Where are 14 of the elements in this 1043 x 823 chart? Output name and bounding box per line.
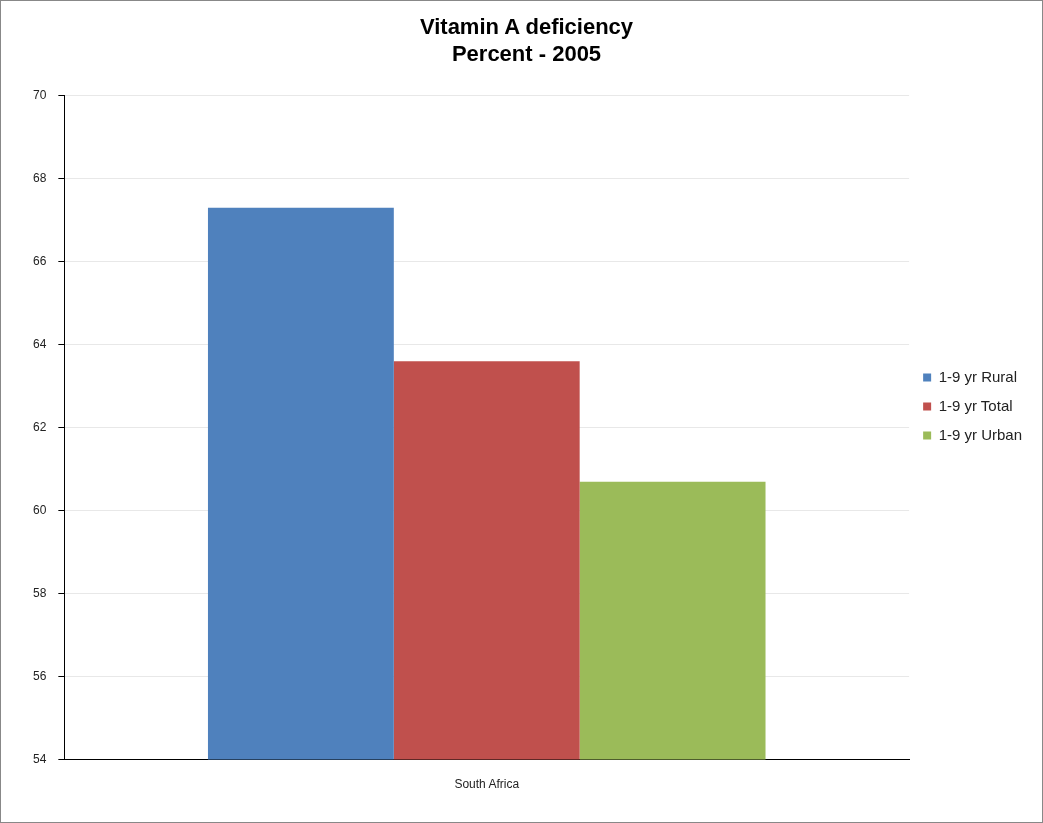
y-tick-label: 54 bbox=[32, 751, 47, 766]
legend-label: 1-9 yr Total bbox=[938, 396, 1013, 414]
legend-label: 1-9 yr Urban bbox=[938, 425, 1023, 443]
legend-label: 1-9 yr Rural bbox=[938, 367, 1017, 385]
y-tick-label: 58 bbox=[32, 585, 47, 600]
y-tick-label: 60 bbox=[32, 502, 47, 517]
y-tick-label: 68 bbox=[32, 171, 47, 186]
y-tick-label: 66 bbox=[32, 254, 47, 269]
y-tick-label: 56 bbox=[32, 668, 47, 683]
y-tick-label: 64 bbox=[32, 337, 47, 352]
y-tick-label: 62 bbox=[32, 420, 47, 435]
chart-title: Vitamin A deficiency Percent - 2005 bbox=[419, 14, 634, 66]
y-tick-label: 70 bbox=[32, 88, 47, 103]
x-tick-label: South Africa bbox=[454, 777, 520, 792]
